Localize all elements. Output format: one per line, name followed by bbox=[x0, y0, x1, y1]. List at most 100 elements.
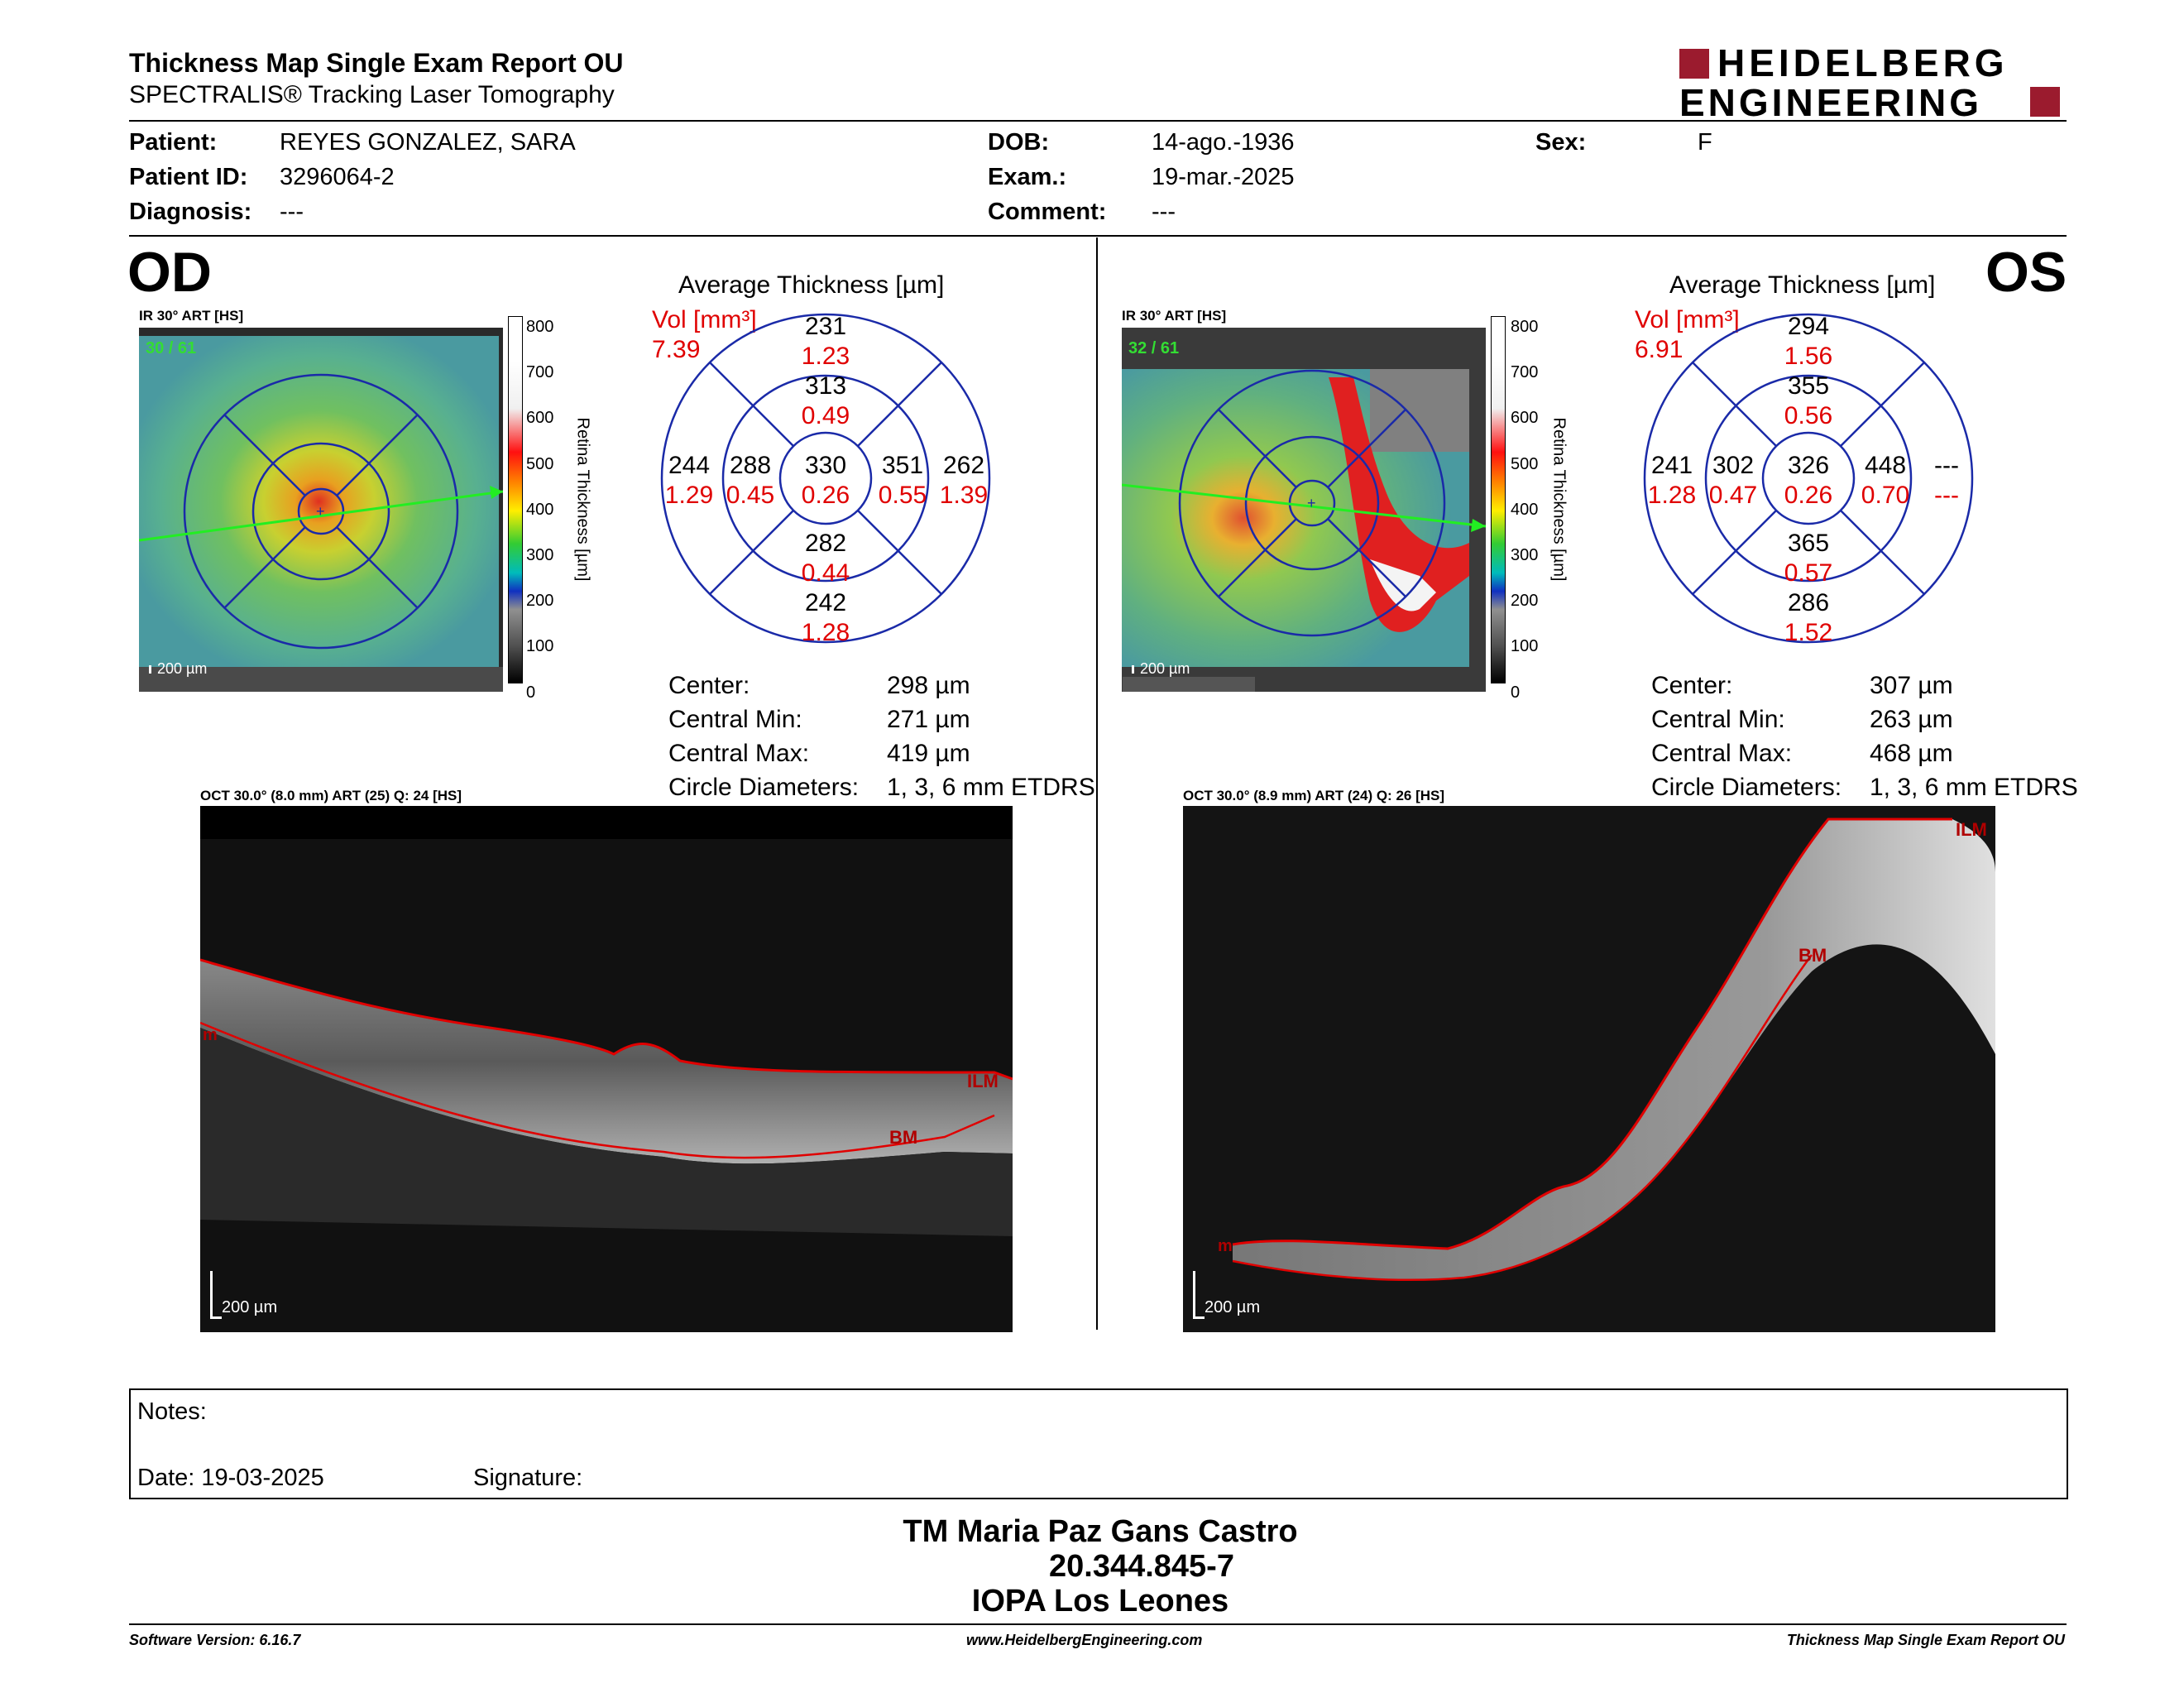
od-stat-max-label: Central Max: bbox=[668, 740, 810, 767]
od-outer-right-thickness: 262 bbox=[942, 452, 985, 479]
os-avg-title: Average Thickness [µm] bbox=[1669, 271, 1936, 299]
os-stat-min-value: 263 µm bbox=[1870, 706, 1953, 733]
os-inner-inf-thickness: 365 bbox=[1787, 530, 1830, 557]
od-inner-left-thickness: 288 bbox=[729, 452, 772, 479]
os-outer-inf-thickness: 286 bbox=[1787, 589, 1830, 616]
comment-value: --- bbox=[1152, 199, 1176, 225]
logo-text-engineering: ENGINEERING bbox=[1679, 81, 1983, 124]
od-frames: 30 / 61 bbox=[146, 339, 196, 357]
os-tick-400: 400 bbox=[1511, 500, 1539, 519]
os-vol-value: 6.91 bbox=[1635, 336, 1684, 363]
od-oct-bscan: m ILM BM 200 µm bbox=[199, 806, 1013, 1332]
patient-id-label: Patient ID: bbox=[129, 164, 248, 190]
signature-label: Signature: bbox=[473, 1465, 583, 1491]
os-thickness-map: 32 / 61 + 200 µm bbox=[1121, 328, 1487, 692]
logo-text-heidelberg: HEIDELBERG bbox=[1717, 41, 2009, 84]
patient-name: REYES GONZALEZ, SARA bbox=[280, 129, 576, 156]
notes-box[interactable]: Notes: Date: 19-03-2025 Signature: bbox=[129, 1388, 2068, 1499]
comment-label: Comment: bbox=[988, 199, 1107, 225]
od-tick-300: 300 bbox=[526, 546, 554, 565]
od-stats-values: 298 µm 271 µm 419 µm 1, 3, 6 mm ETDRS bbox=[887, 669, 1095, 804]
os-oct-bm: BM bbox=[1798, 945, 1827, 966]
os-outer-sup-thickness: 294 bbox=[1787, 313, 1830, 340]
od-stat-diam-value: 1, 3, 6 mm ETDRS bbox=[887, 774, 1095, 801]
od-tick-500: 500 bbox=[526, 454, 554, 473]
od-colorbar-title: Retina Thickness [µm] bbox=[573, 417, 592, 582]
dob-value: 14-ago.-1936 bbox=[1152, 129, 1295, 156]
os-stat-max-label: Central Max: bbox=[1651, 740, 1793, 767]
os-tick-500: 500 bbox=[1511, 454, 1539, 473]
os-outer-left-thickness: 241 bbox=[1650, 452, 1693, 479]
od-outer-sup-thickness: 231 bbox=[804, 313, 847, 340]
od-tick-700: 700 bbox=[526, 363, 554, 382]
od-avg-title: Average Thickness [µm] bbox=[678, 271, 945, 299]
od-outer-sup-volume: 1.23 bbox=[801, 343, 850, 370]
report-title: Thickness Map Single Exam Report OU bbox=[129, 48, 624, 78]
header-divider bbox=[129, 120, 2067, 122]
svg-text:+: + bbox=[1307, 495, 1316, 511]
od-inner-right-volume: 0.55 bbox=[878, 482, 927, 509]
os-eye-label: OS bbox=[1985, 241, 2067, 304]
os-oct-scale: 200 µm bbox=[1205, 1298, 1260, 1316]
od-inner-inf-thickness: 282 bbox=[804, 530, 847, 557]
od-oct-label: OCT 30.0° (8.0 mm) ART (25) Q: 24 [HS] bbox=[200, 788, 462, 803]
od-tick-100: 100 bbox=[526, 637, 554, 656]
os-oct-bscan: m ILM BM 200 µm bbox=[1183, 806, 1995, 1332]
exam-label: Exam.: bbox=[988, 164, 1067, 190]
od-inner-sup-volume: 0.49 bbox=[801, 402, 850, 429]
os-tick-0: 0 bbox=[1511, 683, 1521, 702]
od-outer-left-thickness: 244 bbox=[668, 452, 711, 479]
heidelberg-logo: HEIDELBERG ENGINEERING bbox=[1679, 41, 2068, 124]
od-stat-diam-label: Circle Diameters: bbox=[668, 774, 860, 801]
os-ir-label: IR 30° ART [HS] bbox=[1122, 308, 1227, 324]
od-thickness-map: 30 / 61 + 200 µm bbox=[138, 328, 504, 692]
os-inner-sup-thickness: 355 bbox=[1787, 372, 1830, 400]
od-ir-label: IR 30° ART [HS] bbox=[139, 308, 244, 324]
od-outer-inf-thickness: 242 bbox=[804, 589, 847, 616]
od-oct-ilm: ILM bbox=[967, 1071, 999, 1091]
diagnosis-label: Diagnosis: bbox=[129, 199, 252, 225]
od-stat-max-value: 419 µm bbox=[887, 740, 970, 767]
od-tick-0: 0 bbox=[526, 683, 536, 702]
os-center-volume: 0.26 bbox=[1784, 482, 1833, 509]
od-tick-400: 400 bbox=[526, 500, 554, 519]
os-stat-center-label: Center: bbox=[1651, 672, 1733, 699]
od-oct-m: m bbox=[203, 1026, 218, 1044]
footer-report-title: Thickness Map Single Exam Report OU bbox=[1786, 1632, 2065, 1648]
patient-name-label: Patient: bbox=[129, 129, 218, 156]
notes-label: Notes: bbox=[137, 1398, 207, 1425]
website-link[interactable]: www.HeidelbergEngineering.com bbox=[966, 1632, 1203, 1648]
os-colorbar-title: Retina Thickness [µm] bbox=[1549, 417, 1569, 582]
logo-square-bottom bbox=[2030, 87, 2060, 117]
os-oct-label: OCT 30.0° (8.9 mm) ART (24) Q: 26 [HS] bbox=[1183, 788, 1445, 803]
os-outer-right-volume: --- bbox=[1934, 482, 1959, 509]
od-outer-inf-volume: 1.28 bbox=[801, 619, 850, 646]
exam-value: 19-mar.-2025 bbox=[1152, 164, 1295, 190]
od-inner-left-volume: 0.45 bbox=[726, 482, 775, 509]
os-inner-left-volume: 0.47 bbox=[1708, 482, 1758, 509]
os-outer-right-thickness: --- bbox=[1934, 452, 1959, 479]
os-stats-values: 307 µm 263 µm 468 µm 1, 3, 6 mm ETDRS bbox=[1870, 669, 2078, 804]
od-stat-center-value: 298 µm bbox=[887, 672, 970, 699]
od-outer-right-volume: 1.39 bbox=[939, 482, 989, 509]
signer-org: IOPA Los Leones bbox=[971, 1584, 1229, 1618]
patient-id: 3296064-2 bbox=[280, 164, 395, 190]
od-inner-inf-volume: 0.44 bbox=[801, 559, 850, 587]
os-stat-center-value: 307 µm bbox=[1870, 672, 1953, 699]
signer-name: TM Maria Paz Gans Castro bbox=[903, 1514, 1298, 1549]
sex-value: F bbox=[1698, 129, 1712, 156]
os-vol-label: Vol [mm³] bbox=[1635, 306, 1740, 333]
od-stat-min-value: 271 µm bbox=[887, 706, 970, 733]
notes-date: Date: 19-03-2025 bbox=[137, 1465, 324, 1491]
os-tick-600: 600 bbox=[1511, 409, 1539, 428]
os-oct-m: m bbox=[1218, 1237, 1233, 1255]
footer-divider bbox=[129, 1623, 2067, 1625]
report-subtitle: SPECTRALIS® Tracking Laser Tomography bbox=[129, 81, 615, 108]
signer-rut: 20.344.845-7 bbox=[1049, 1549, 1234, 1584]
od-colorbar-ticks: 800 700 600 500 400 300 200 100 0 bbox=[526, 305, 553, 716]
os-stat-max-value: 468 µm bbox=[1870, 740, 1953, 767]
dob-label: DOB: bbox=[988, 129, 1050, 156]
od-inner-sup-thickness: 313 bbox=[804, 372, 847, 400]
os-center-thickness: 326 bbox=[1787, 452, 1830, 479]
patient-divider bbox=[129, 235, 2067, 237]
